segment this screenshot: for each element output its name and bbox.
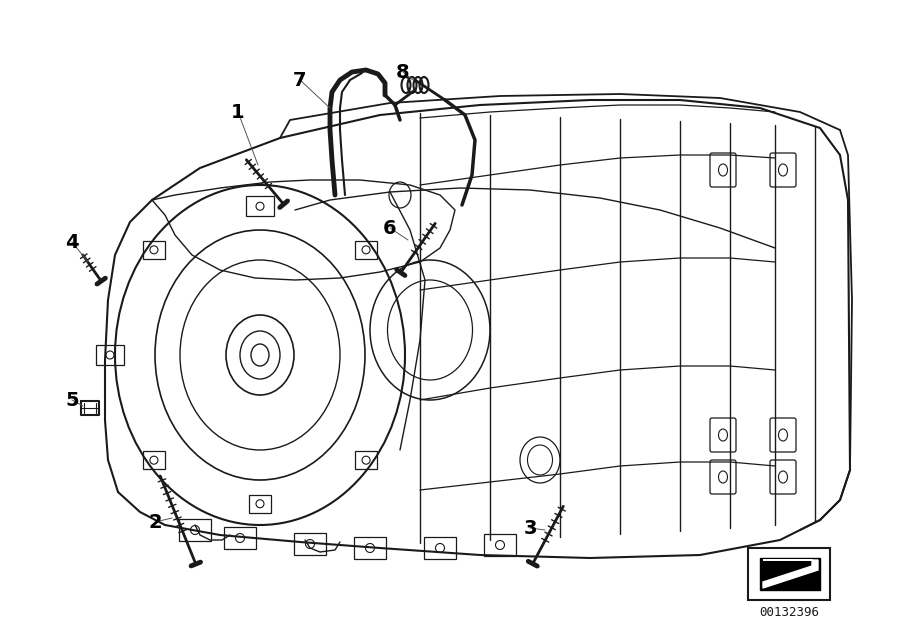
Text: 7: 7 — [293, 71, 307, 90]
Text: 6: 6 — [383, 219, 397, 237]
Text: 2: 2 — [148, 513, 162, 532]
Text: 00132396: 00132396 — [759, 607, 819, 619]
Text: 8: 8 — [396, 62, 410, 81]
Text: 3: 3 — [523, 518, 536, 537]
Text: 4: 4 — [65, 233, 79, 251]
Text: 5: 5 — [65, 391, 79, 410]
Text: 1: 1 — [231, 102, 245, 121]
Polygon shape — [763, 560, 818, 588]
Polygon shape — [760, 558, 820, 590]
